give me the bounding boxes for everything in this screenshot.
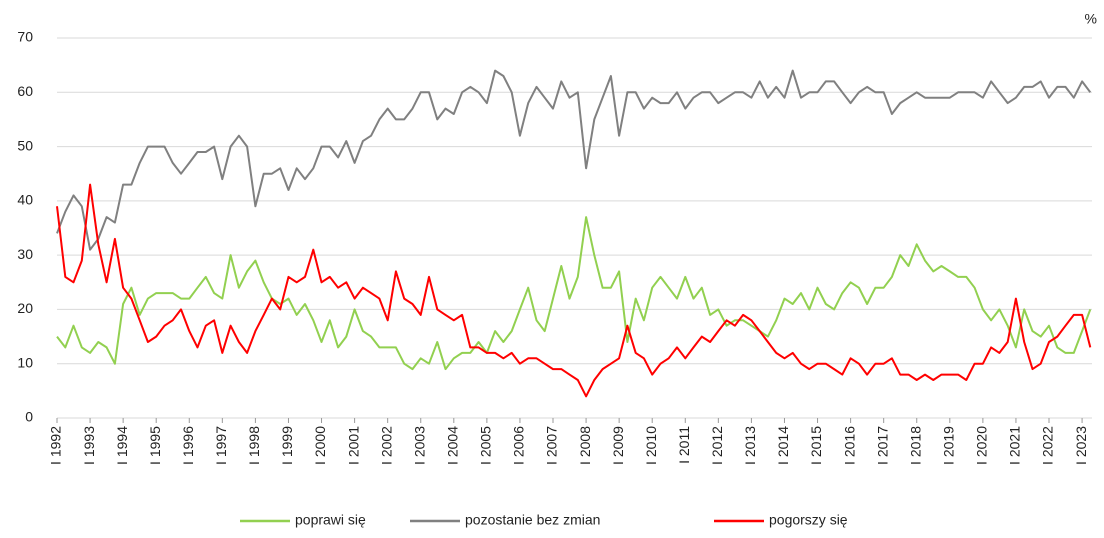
x-tick-label: I 1998 <box>246 426 262 465</box>
x-tick-label: I 1995 <box>147 426 163 465</box>
legend-label: pogorszy się <box>769 512 848 528</box>
x-tick-label: I 1993 <box>81 426 97 465</box>
y-tick-label: 0 <box>25 409 33 425</box>
x-tick-label: I 1994 <box>114 426 130 465</box>
x-tick-label: I 2021 <box>1007 426 1023 465</box>
y-tick-label: 70 <box>17 29 33 45</box>
x-tick-label: I 2003 <box>411 426 427 465</box>
x-tick-label: I 2011 <box>676 426 692 464</box>
x-tick-label: I 2019 <box>941 426 957 465</box>
x-tick-label: I 2001 <box>345 426 361 465</box>
series-line <box>56 183 1092 398</box>
x-tick-label: I 2018 <box>907 426 923 465</box>
x-tick-label: I 2005 <box>478 426 494 465</box>
x-tick-label: I 2007 <box>544 426 560 465</box>
legend-label: pozostanie bez zmian <box>465 512 600 528</box>
x-tick-label: I 2000 <box>312 426 328 465</box>
x-tick-label: I 2006 <box>511 426 527 465</box>
y-tick-label: 50 <box>17 137 33 153</box>
x-tick-label: I 2008 <box>577 426 593 465</box>
x-tick-label: I 2009 <box>610 426 626 465</box>
x-tick-label: I 2002 <box>378 426 394 465</box>
y-tick-label: 20 <box>17 300 33 316</box>
unit-label: % <box>1085 11 1097 27</box>
x-tick-label: I 2023 <box>1073 426 1089 465</box>
x-tick-label: I 1999 <box>279 426 295 465</box>
x-tick-label: I 2022 <box>1040 426 1056 465</box>
y-tick-label: 40 <box>17 192 33 208</box>
x-tick-label: I 2020 <box>974 426 990 465</box>
x-tick-label: I 2016 <box>841 426 857 465</box>
y-tick-label: 10 <box>17 354 33 370</box>
series-line <box>56 69 1092 251</box>
x-tick-label: I 2015 <box>808 426 824 465</box>
y-tick-label: 30 <box>17 246 33 262</box>
x-tick-label: I 1996 <box>180 426 196 465</box>
x-tick-label: I 2012 <box>709 426 725 465</box>
legend-label: poprawi się <box>295 512 366 528</box>
x-tick-label: I 2004 <box>445 426 461 465</box>
x-tick-label: I 2013 <box>742 426 758 465</box>
x-tick-label: I 2017 <box>874 426 890 465</box>
x-tick-label: I 2010 <box>643 426 659 465</box>
x-tick-label: I 1992 <box>48 426 64 465</box>
x-tick-label: I 2014 <box>775 426 791 465</box>
x-tick-label: I 1997 <box>213 426 229 465</box>
series-line <box>56 216 1092 371</box>
y-tick-label: 60 <box>17 83 33 99</box>
